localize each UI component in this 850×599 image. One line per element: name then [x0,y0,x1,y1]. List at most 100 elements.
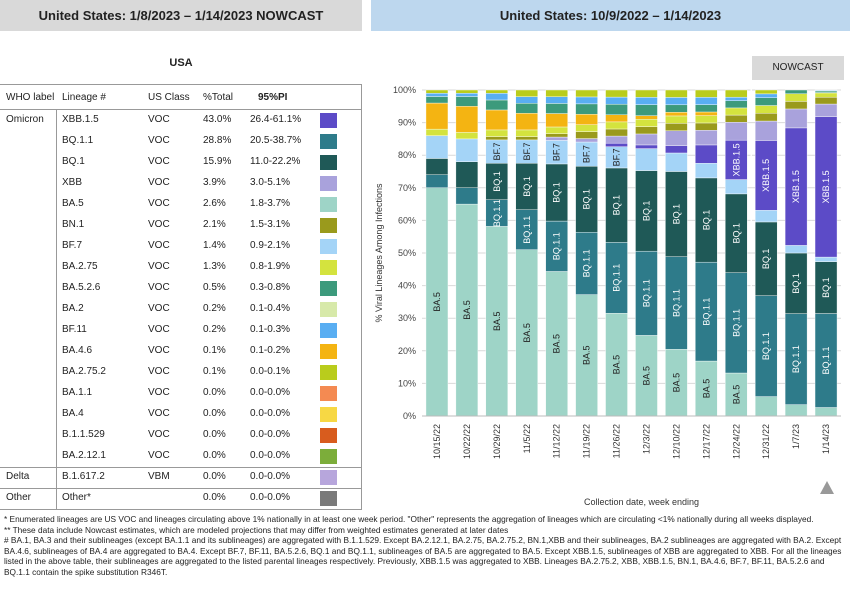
y-tick-label: 100% [393,85,416,95]
bar-label: BQ.1 [552,182,562,203]
table-row: B.1.1.529 VOC 0.0% 0.0-0.0% [0,425,362,446]
cell-cls: VOC [148,450,170,461]
cell-cls: VOC [148,261,170,272]
lineage-color-swatch [320,323,337,338]
bar-segment-ba-5-2-6 [695,104,718,113]
bar-segment-bf-11 [545,96,568,104]
cell-pct: 1.3% [203,261,226,272]
cell-pi: 0.1-0.4% [250,303,291,314]
bar-segment-ba-4-6 [545,113,568,128]
bar-segment-ba-2-75 [485,129,509,137]
bar-segment-bf-11 [725,96,748,101]
cell-cls: VOC [148,345,170,356]
bar-segment-xbb [665,130,688,146]
x-tick-label: 12/31/22 [761,424,771,459]
bar-segment-ba-2-75 [725,107,748,116]
table-row: BN.1 VOC 2.1% 1.5-3.1% [0,215,362,236]
bar-segment-xbb [605,135,628,144]
table-rule [0,109,362,110]
x-tick-label: 12/10/22 [671,424,681,459]
y-axis-label: % Viral Lineages Among Infections [374,183,384,322]
cell-pct: 0.0% [203,408,226,419]
cell-pi: 0.1-0.3% [250,324,291,335]
table-row: BF.7 VOC 1.4% 0.9-2.1% [0,236,362,257]
cell-lineage: BA.2.75.2 [62,366,106,377]
x-tick-label: 12/3/22 [641,424,651,454]
bar-segment-bq-1 [425,158,449,175]
bar-segment-ba-2-75-2 [575,89,598,98]
bar-label: BA.5 [492,311,502,331]
x-tick-label: 1/14/23 [821,424,831,454]
bar-segment-xbb [814,103,838,117]
lineage-color-swatch [320,176,337,191]
bar-segment-ba-2-75-2 [515,89,538,97]
bar-segment-ba-4-6 [425,102,449,130]
cell-lineage: BF.7 [62,240,83,251]
footnote-3: # BA.1, BA.3 and their sublineages (exce… [4,535,842,577]
cell-pct: 0.0% [203,450,226,461]
cell-who: Omicron [6,114,44,125]
cell-lineage: BA.4.6 [62,345,93,356]
bar-label: BQ.1 [641,201,651,222]
bar-segment-ba-2-75 [665,115,688,124]
bar-segment-xbb [695,130,718,146]
bar-segment-bn-1 [754,113,778,122]
bar-label: BF.7 [492,143,502,161]
cell-cls: VOC [148,303,170,314]
bar-segment-ba-4-6 [605,114,628,123]
bar-segment-ba-5-2-6 [515,103,538,114]
bar-segment-ba-2-75 [695,115,718,124]
cell-pct: 1.4% [203,240,226,251]
cell-cls: VOC [148,429,170,440]
lineage-color-swatch [320,491,337,506]
x-tick-label: 11/19/22 [582,424,592,458]
bar-label: BQ.1 [492,171,502,192]
bar-segment-ba-2-75-2 [455,89,479,94]
bar-segment-ba-5-2-6 [575,103,598,115]
y-tick-label: 0% [403,411,416,421]
lineage-color-swatch [320,449,337,464]
nowcast-triangle-marker [820,481,834,494]
cell-lineage: BA.1.1 [62,387,93,398]
cell-lineage: Other* [62,492,91,503]
bar-label: BA.5 [671,373,681,393]
cell-pi: 20.5-38.7% [250,135,302,146]
cell-cls: VBM [148,471,170,482]
cell-pct: 0.0% [203,492,226,503]
table-row: BA.1.1 VOC 0.0% 0.0-0.0% [0,383,362,404]
bar-segment-bf-7 [784,245,808,254]
bar-segment-ba-2-75 [784,93,808,102]
table-row: BA.5 VOC 2.6% 1.8-3.7% [0,194,362,215]
bar-segment-ba-2-75-2 [425,89,449,94]
bar-segment-xbb [575,138,598,143]
cell-lineage: BN.1 [62,219,85,230]
bar-segment-ba-5-2-6 [665,104,688,113]
bar-segment-bf-11 [425,93,449,97]
bar-segment-ba-2-75-2 [665,89,688,98]
bar-segment-ba-2-75 [455,132,479,140]
right-panel-header: United States: 10/9/2022 – 1/14/2023 [371,0,850,31]
lineage-color-swatch [320,260,337,275]
bar-label: BA.5 [612,355,622,375]
cell-pct: 0.0% [203,429,226,440]
x-axis-label: Collection date, week ending [584,497,699,507]
cell-lineage: B.1.617.2 [62,471,105,482]
table-rule [56,109,57,509]
cell-cls: VOC [148,366,170,377]
lineage-color-swatch [320,218,337,233]
bar-segment-bf-11 [455,93,479,97]
bar-segment-ba-5-2-6 [455,96,479,107]
x-tick-label: 11/26/22 [612,424,622,458]
table-row: XBB VOC 3.9% 3.0-5.1% [0,173,362,194]
cell-cls: VOC [148,387,170,398]
bar-segment-ba-4-6 [575,114,598,125]
bar-segment-bn-1 [515,136,538,141]
table-row: BA.2.12.1 VOC 0.0% 0.0-0.0% [0,446,362,467]
bar-segment-ba-4-6 [695,111,718,116]
cell-pct: 43.0% [203,114,232,125]
cell-pi: 0.0-0.0% [250,492,291,503]
bar-segment-bf-7 [814,256,838,262]
nowcast-label: NOWCAST [752,56,844,80]
bar-label: BQ.1 [522,176,532,197]
bar-segment-ba-5-2-6 [754,97,778,106]
